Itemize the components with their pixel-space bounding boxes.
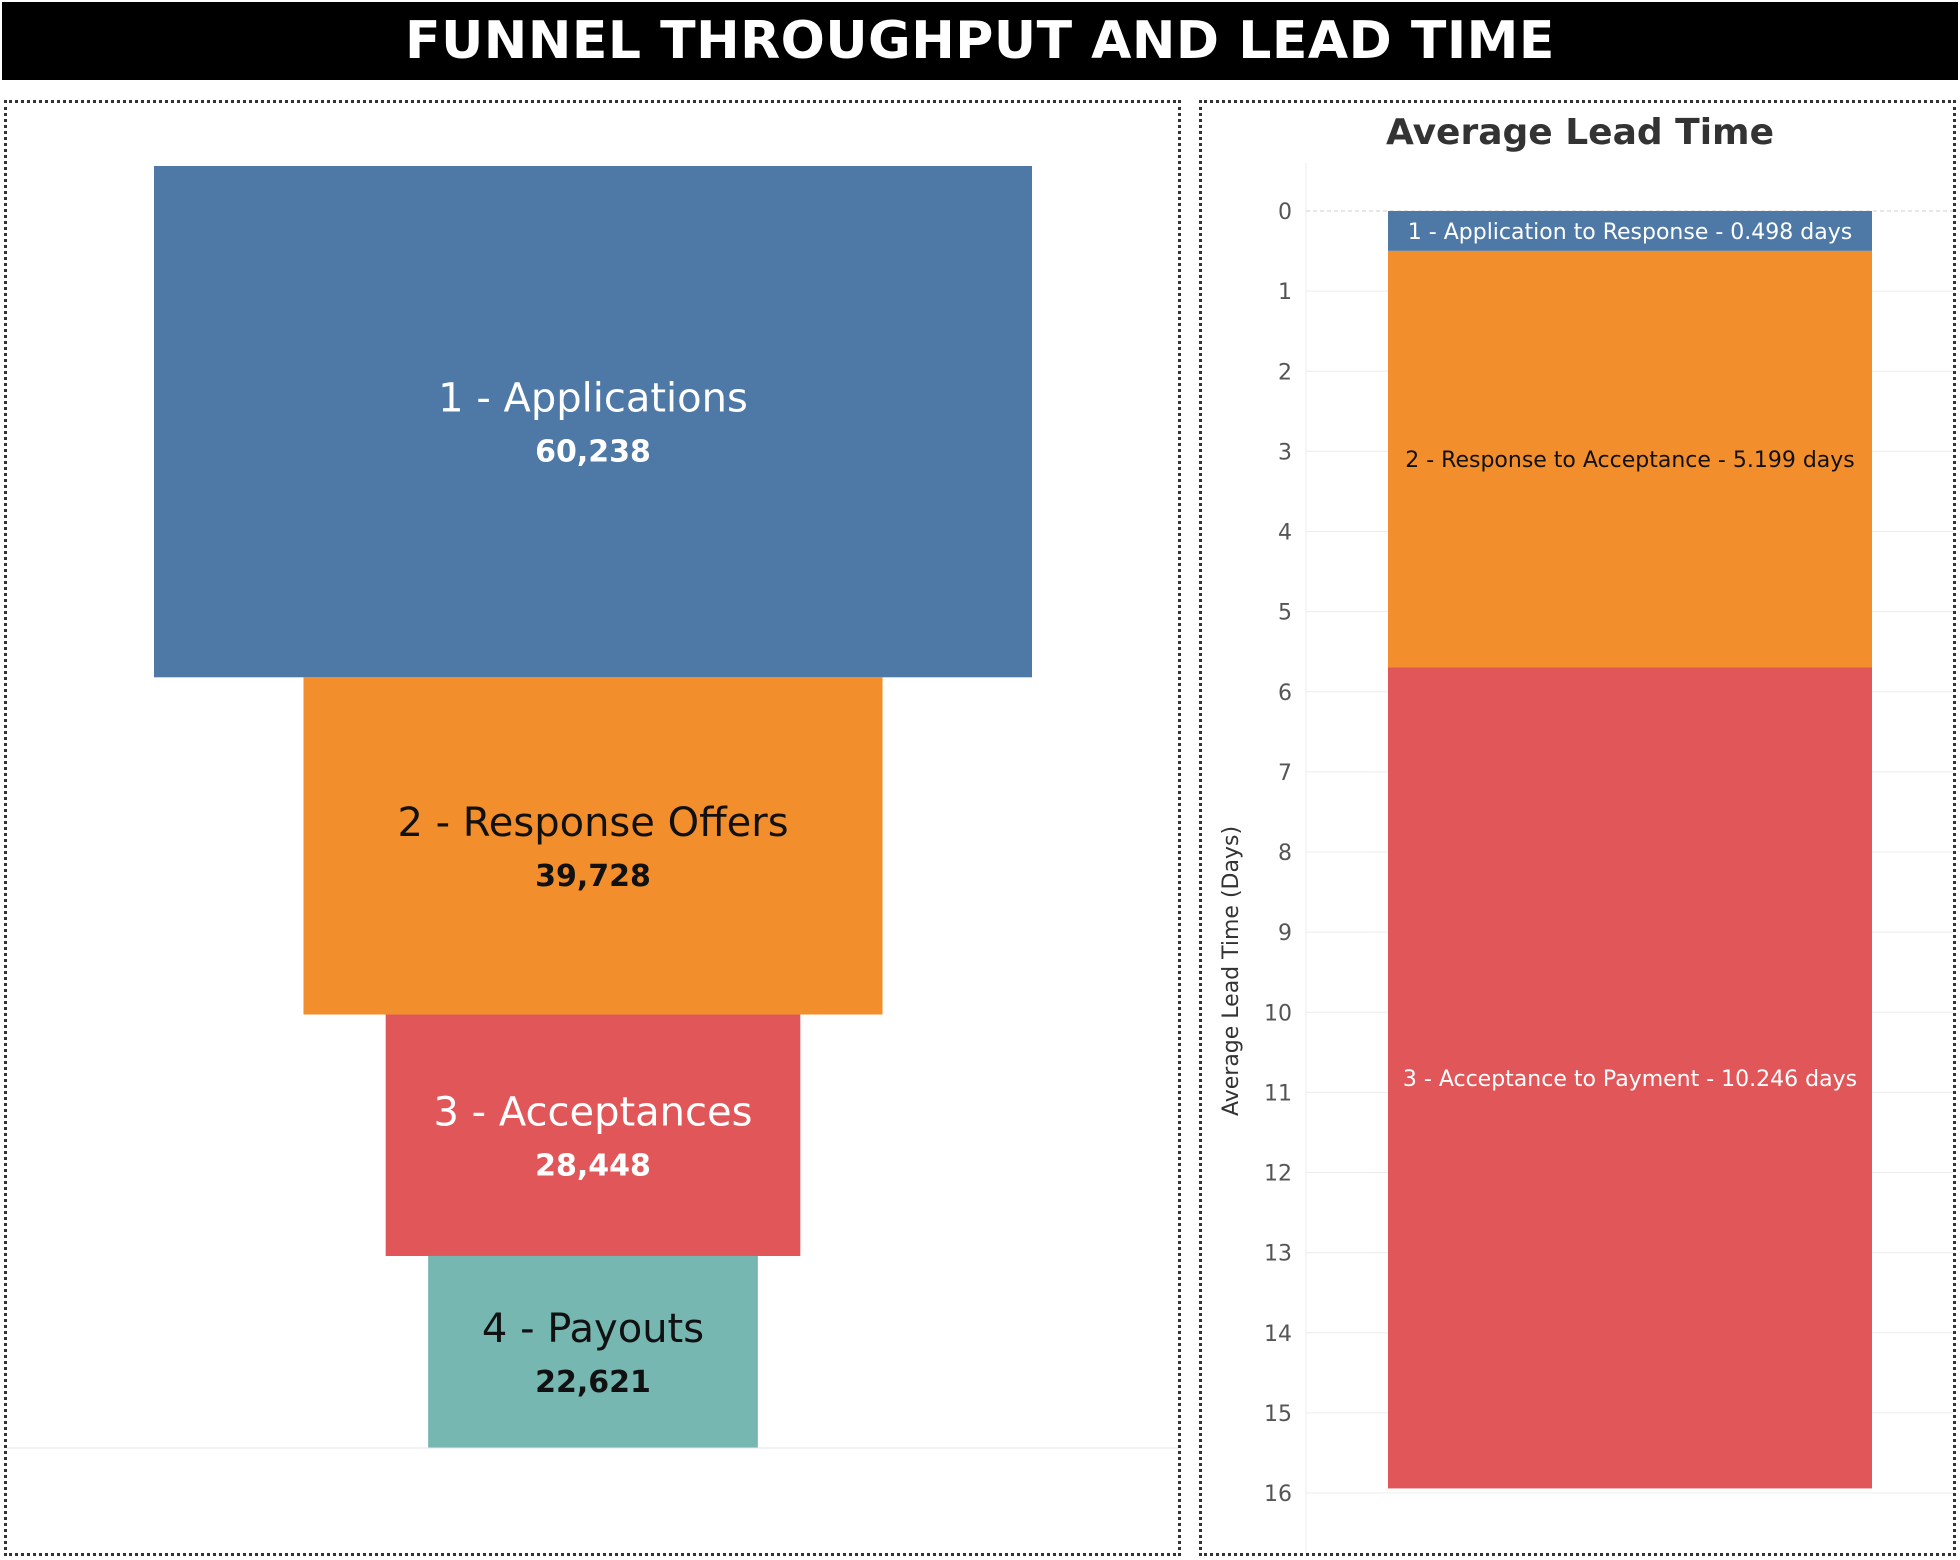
lead-time-chart-panel: Average Lead Time 0 1 2 3 4 5 6 7 8 9 10 11 12 13 14 15 1…: [1199, 100, 1956, 1556]
y-tick-label: 12: [1264, 1162, 1292, 1187]
y-axis-label: Average Lead Time (Days): [1219, 826, 1244, 1116]
y-tick-label: 14: [1264, 1322, 1292, 1347]
funnel-stage-label: 1 - Applications: [438, 376, 748, 422]
funnel-chart: 1 - Applications 60,238 2 - Response Offer…: [7, 103, 1178, 1553]
y-tick-label: 6: [1278, 681, 1292, 706]
y-tick-label: 8: [1278, 841, 1292, 866]
y-tick-label: 4: [1278, 521, 1292, 546]
y-tick-label: 10: [1264, 1001, 1292, 1026]
segment-label: 1 - Application to Response - 0.498 days: [1408, 220, 1852, 245]
y-tick-label: 5: [1278, 601, 1292, 626]
y-tick-label: 7: [1278, 761, 1292, 786]
y-tick-label: 16: [1264, 1482, 1292, 1507]
page-title: FUNNEL THROUGHPUT AND LEAD TIME: [2, 2, 1958, 80]
y-tick-label: 9: [1278, 921, 1292, 946]
funnel-stage-label: 3 - Acceptances: [434, 1089, 753, 1135]
y-tick-label: 0: [1278, 200, 1292, 225]
lead-time-title: Average Lead Time: [1386, 112, 1774, 153]
segment-label: 3 - Acceptance to Payment - 10.246 days: [1403, 1067, 1857, 1092]
lead-time-chart: Average Lead Time01234567891011121314151…: [1202, 103, 1953, 1553]
funnel-chart-panel: 1 - Applications 60,238 2 - Response Offer…: [4, 100, 1181, 1556]
y-tick-label: 15: [1264, 1402, 1292, 1427]
funnel-value-label: 28,448: [535, 1148, 651, 1183]
y-tick-label: 2: [1278, 360, 1292, 385]
funnel-value-label: 22,621: [535, 1365, 651, 1400]
funnel-value-label: 60,238: [535, 435, 651, 470]
y-tick-label: 11: [1264, 1081, 1292, 1106]
y-tick-label: 3: [1278, 440, 1292, 465]
y-tick-label: 1: [1278, 280, 1292, 305]
y-tick-label: 13: [1264, 1242, 1292, 1267]
funnel-stage-label: 4 - Payouts: [482, 1306, 704, 1352]
funnel-value-label: 39,728: [535, 859, 651, 894]
funnel-stage-label: 2 - Response Offers: [397, 800, 788, 846]
segment-label: 2 - Response to Acceptance - 5.199 days: [1405, 448, 1855, 473]
